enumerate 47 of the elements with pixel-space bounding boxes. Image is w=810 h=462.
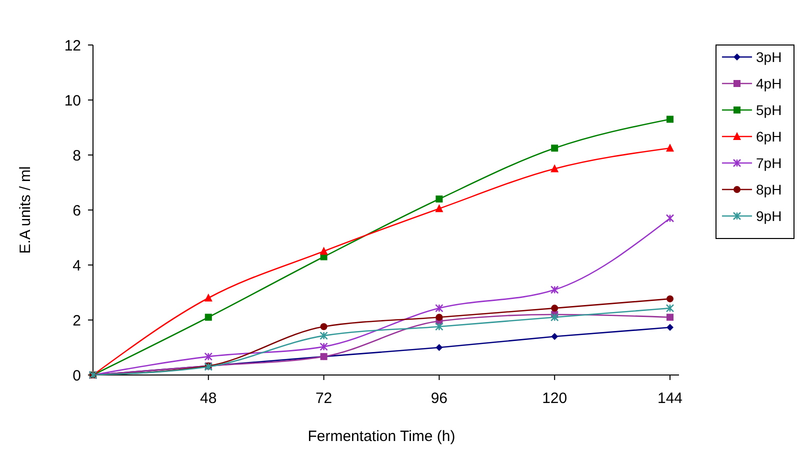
point (666, 214, 674, 222)
y-tick-label: 2 (72, 312, 81, 330)
legend-label: 4pH (756, 75, 782, 92)
legend-label: 3pH (756, 48, 782, 65)
point (436, 344, 443, 351)
legend-label: 8pH (756, 181, 782, 198)
legend-label: 5pH (756, 102, 782, 118)
y-tick-label: 12 (64, 37, 81, 54)
point (550, 313, 559, 322)
point (666, 324, 674, 331)
y-tick-label: 8 (72, 147, 81, 164)
point (204, 352, 213, 361)
x-axis-title: Fermentation Time (h) (308, 428, 456, 445)
legend-label: 7pH (756, 154, 782, 171)
y-axis-title: E.A units / ml (17, 166, 34, 254)
legend-label: 6pH (756, 128, 782, 144)
point (204, 314, 212, 321)
point (666, 144, 674, 152)
x-tick-label: 96 (430, 390, 448, 407)
point (436, 196, 443, 202)
y-tick-label: 4 (72, 257, 81, 274)
x-tick-label: 144 (657, 390, 683, 407)
point (436, 314, 443, 321)
point (435, 304, 444, 312)
point (551, 304, 558, 312)
y-tick-label: 6 (72, 202, 81, 220)
point (320, 342, 328, 351)
point (320, 246, 328, 255)
x-tick-label: 72 (315, 390, 332, 407)
point (666, 314, 674, 321)
point (435, 322, 444, 331)
point (320, 323, 328, 330)
y-tick-label: 10 (64, 92, 81, 110)
point (550, 164, 559, 172)
legend-label: 9pH (756, 208, 782, 224)
point (551, 333, 558, 340)
point (666, 304, 674, 312)
point (666, 116, 674, 123)
point (551, 144, 558, 152)
point (320, 332, 328, 340)
point (550, 286, 559, 294)
y-tick-label: 0 (72, 367, 81, 384)
point (666, 295, 674, 302)
x-tick-label: 120 (542, 390, 568, 407)
x-tick-label: 48 (200, 390, 217, 407)
point (204, 294, 212, 302)
point (435, 204, 444, 212)
